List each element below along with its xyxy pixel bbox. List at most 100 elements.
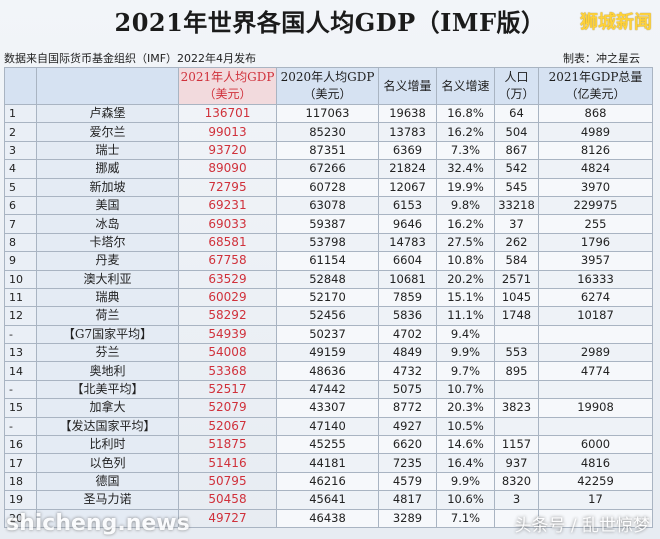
row-increase: 4849 (378, 343, 437, 363)
row-rank: 20 (4, 508, 37, 528)
row-population: 553 (494, 343, 539, 363)
row-growth: 9.9% (436, 471, 495, 492)
row-gdp-2021: 58292 (178, 306, 277, 326)
row-gdp-2021: 67758 (178, 251, 277, 271)
row-rank: 2 (4, 122, 37, 142)
table-row: 5 新加坡 72795 60728 12067 19.9% 545 3970 (4, 177, 653, 197)
table-row: 13 芬兰 54008 49159 4849 9.9% 553 2989 (4, 343, 653, 363)
row-gdp-2020: 43307 (276, 398, 379, 418)
row-growth: 20.2% (436, 269, 495, 289)
row-gdp-2020: 46216 (276, 471, 379, 492)
row-gdp-2020: 117063 (276, 103, 379, 124)
row-gdp-2021: 60029 (178, 287, 277, 308)
row-growth: 20.3% (436, 398, 495, 418)
row-increase: 5836 (378, 306, 437, 326)
row-gdp-total (538, 379, 653, 400)
row-growth: 7.3% (436, 140, 495, 161)
table-row: 19 圣马力诺 50458 45641 4817 10.6% 3 17 (4, 490, 653, 510)
row-gdp-total (538, 324, 653, 345)
table-row: 1 卢森堡 136701 117063 19638 16.8% 64 868 (4, 103, 653, 124)
row-growth: 16.4% (436, 453, 495, 473)
row-population: 1748 (494, 306, 539, 326)
row-gdp-total (538, 416, 653, 437)
row-gdp-2021: 52079 (178, 398, 277, 418)
row-gdp-total: 868 (538, 103, 653, 124)
row-gdp-2020: 63078 (276, 195, 379, 216)
row-gdp-total: 229975 (538, 195, 653, 216)
row-gdp-total (538, 508, 653, 528)
row-rank: 13 (4, 343, 37, 363)
row-growth: 9.4% (436, 324, 495, 345)
row-gdp-2020: 46438 (276, 508, 379, 528)
row-rank: 18 (4, 471, 37, 492)
watermark-left: shicheng.news (6, 511, 190, 536)
table-row: 15 加拿大 52079 43307 8772 20.3% 3823 19908 (4, 398, 653, 418)
row-country: 爱尔兰 (36, 122, 179, 142)
row-country: 荷兰 (36, 306, 179, 326)
row-gdp-total: 42259 (538, 471, 653, 492)
page-title: 2021年世界各国人均GDP（IMF版） (114, 8, 546, 37)
row-growth: 19.9% (436, 177, 495, 197)
row-rank: 10 (4, 269, 37, 289)
row-gdp-2021: 54939 (178, 324, 277, 345)
row-rank: 1 (4, 103, 37, 124)
row-gdp-total: 6274 (538, 287, 653, 308)
table-row: - 【北美平均】 52517 47442 5075 10.7% (4, 379, 653, 400)
row-growth: 27.5% (436, 232, 495, 253)
row-increase: 4817 (378, 490, 437, 510)
row-increase: 10681 (378, 269, 437, 289)
row-gdp-2020: 45255 (276, 435, 379, 455)
row-increase: 21824 (378, 159, 437, 179)
row-rank: 5 (4, 177, 37, 197)
row-gdp-2020: 59387 (276, 214, 379, 234)
col-country (36, 67, 179, 105)
row-gdp-2021: 49727 (178, 508, 277, 528)
row-gdp-2020: 52170 (276, 287, 379, 308)
row-country: 【北美平均】 (36, 379, 179, 400)
row-population (494, 416, 539, 437)
row-population: 37 (494, 214, 539, 234)
table-row: - 【发达国家平均】 52067 47140 4927 10.5% (4, 416, 653, 437)
col-gdp-total: 2021年GDP总量 （亿美元） (538, 67, 653, 105)
gdp-table: 2021年人均GDP （美元） 2020年人均GDP （美元） 名义增量 名义增… (4, 67, 653, 528)
row-population: 64 (494, 103, 539, 124)
row-gdp-total: 16333 (538, 269, 653, 289)
row-growth: 16.2% (436, 122, 495, 142)
row-population (494, 324, 539, 345)
row-gdp-total: 19908 (538, 398, 653, 418)
row-gdp-total: 3970 (538, 177, 653, 197)
row-rank: 7 (4, 214, 37, 234)
row-rank: 3 (4, 140, 37, 161)
row-growth: 14.6% (436, 435, 495, 455)
row-increase: 4579 (378, 471, 437, 492)
row-rank: 9 (4, 251, 37, 271)
row-increase: 13783 (378, 122, 437, 142)
row-gdp-2021: 99013 (178, 122, 277, 142)
row-gdp-total: 10187 (538, 306, 653, 326)
row-gdp-2021: 54008 (178, 343, 277, 363)
table-row: 12 荷兰 58292 52456 5836 11.1% 1748 10187 (4, 306, 653, 326)
row-gdp-total: 6000 (538, 435, 653, 455)
row-country: 丹麦 (36, 251, 179, 271)
source-line: 数据来自国际货币基金组织（IMF）2022年4月发布 制表：冲之星云 (0, 47, 660, 67)
row-country: 【发达国家平均】 (36, 416, 179, 437)
row-gdp-2021: 93720 (178, 140, 277, 161)
row-gdp-total: 4989 (538, 122, 653, 142)
row-increase: 5075 (378, 379, 437, 400)
row-rank: - (4, 379, 37, 400)
row-gdp-2021: 53368 (178, 361, 277, 381)
row-rank: 16 (4, 435, 37, 455)
row-growth: 11.1% (436, 306, 495, 326)
row-gdp-total: 4824 (538, 159, 653, 179)
row-country: 德国 (36, 471, 179, 492)
row-gdp-2020: 60728 (276, 177, 379, 197)
row-country: 比利时 (36, 435, 179, 455)
row-gdp-total: 4774 (538, 361, 653, 381)
row-gdp-2020: 45641 (276, 490, 379, 510)
row-country: 新加坡 (36, 177, 179, 197)
row-increase: 6369 (378, 140, 437, 161)
row-gdp-2021: 69231 (178, 195, 277, 216)
row-gdp-2021: 51875 (178, 435, 277, 455)
row-population: 895 (494, 361, 539, 381)
row-increase: 9646 (378, 214, 437, 234)
